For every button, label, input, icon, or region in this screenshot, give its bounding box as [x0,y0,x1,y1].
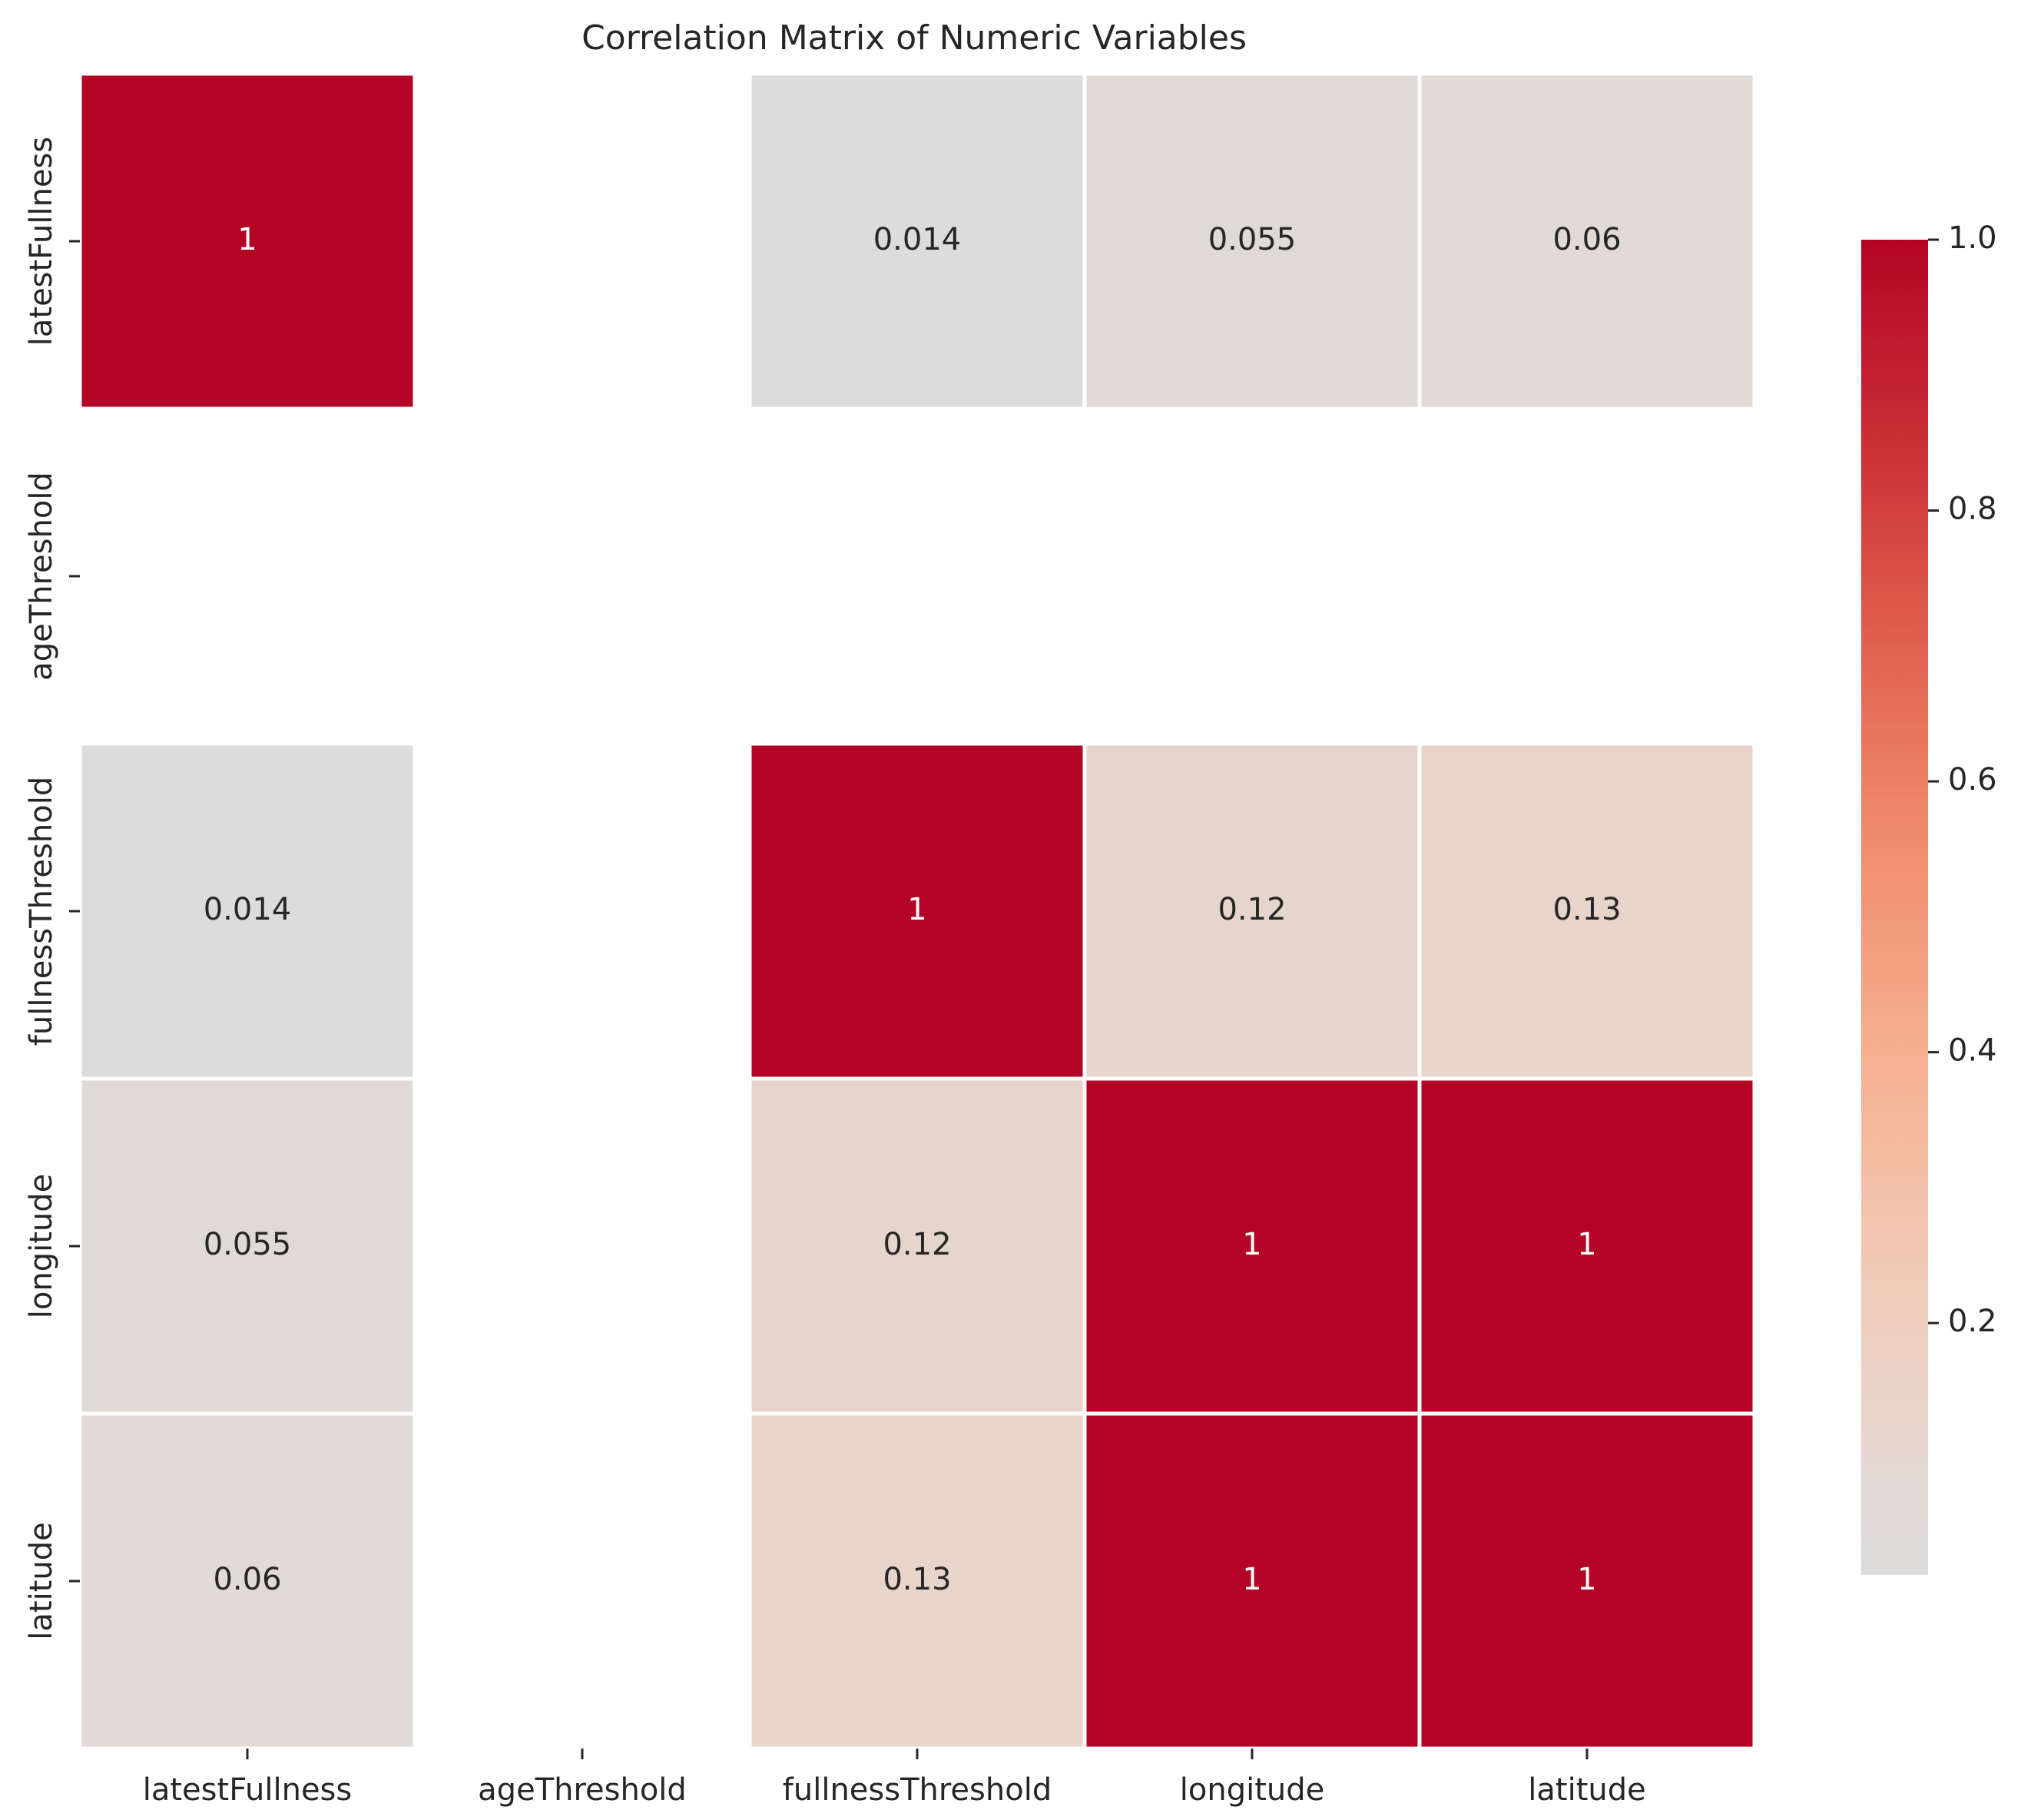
cell-annotation: 0.055 [204,1227,292,1262]
heatmap-cell [78,741,417,1081]
cell-annotation: 1 [1242,1562,1261,1597]
heatmap-cell [1082,1411,1422,1751]
y-tick-label: fullnessThreshold [24,777,59,1046]
colorbar-tick-label: 0.2 [1948,1304,1997,1339]
heatmap-cell [1417,1411,1757,1751]
cell-annotation: 1 [1577,1562,1596,1597]
heatmap-cell [1082,71,1422,411]
heatmap-cell [1417,71,1757,411]
heatmap-cell [747,1076,1087,1416]
x-tick-label: longitude [1180,1772,1324,1808]
cell-annotation: 0.12 [883,1227,951,1262]
y-tick-label: longitude [24,1174,59,1318]
colorbar-tick-label: 0.4 [1948,1033,1997,1069]
cell-annotation: 0.13 [1552,892,1621,927]
heatmap-cell [78,1411,417,1751]
x-tick-label: latestFullness [143,1772,352,1808]
cell-annotation: 0.014 [873,222,962,257]
cell-annotation: 1 [1577,1227,1596,1262]
heatmap-annotations: 1 0.014 0.055 0.06 0.014 1 0.12 0.13 0.055 0.12 1 1… [204,222,1622,1597]
heatmap-cell [747,71,1087,411]
colorbar-tick-label: 0.8 [1948,492,1997,527]
y-axis: latestFullness ageThreshold fullnessThresh… [24,137,80,1640]
colorbar: 0.2 0.4 0.6 0.8 1.0 [1861,220,1997,1575]
x-axis: latestFullness ageThreshold fullnessThresh… [143,1749,1646,1808]
y-tick-label: ageThreshold [24,472,59,681]
cell-annotation: 1 [1242,1227,1261,1262]
y-tick-label: latitude [24,1522,59,1639]
cell-annotation: 0.12 [1218,892,1286,927]
cell-annotation: 0.06 [1552,222,1621,257]
colorbar-tick-label: 1.0 [1948,220,1997,256]
x-tick-label: ageThreshold [478,1772,687,1808]
x-tick-label: fullnessThreshold [783,1772,1052,1808]
heatmap-cell [1417,741,1757,1081]
colorbar-tick-label: 0.6 [1948,762,1997,797]
cell-annotation: 1 [237,222,257,257]
cell-annotation: 0.06 [213,1562,281,1597]
x-tick-label: latitude [1528,1772,1645,1808]
y-tick-label: latestFullness [24,137,59,346]
cell-annotation: 0.014 [204,892,292,927]
heatmap-cell [78,71,417,411]
chart-title: Correlation Matrix of Numeric Variables [581,18,1247,58]
colorbar-gradient [1861,240,1928,1575]
cell-annotation: 0.055 [1208,222,1297,257]
heatmap-cell [747,1411,1087,1751]
heatmap-cell [747,741,1087,1081]
heatmap-cells [78,71,1757,1751]
cell-annotation: 0.13 [883,1562,951,1597]
heatmap-cell [1417,1076,1757,1416]
cell-annotation: 1 [907,892,926,927]
